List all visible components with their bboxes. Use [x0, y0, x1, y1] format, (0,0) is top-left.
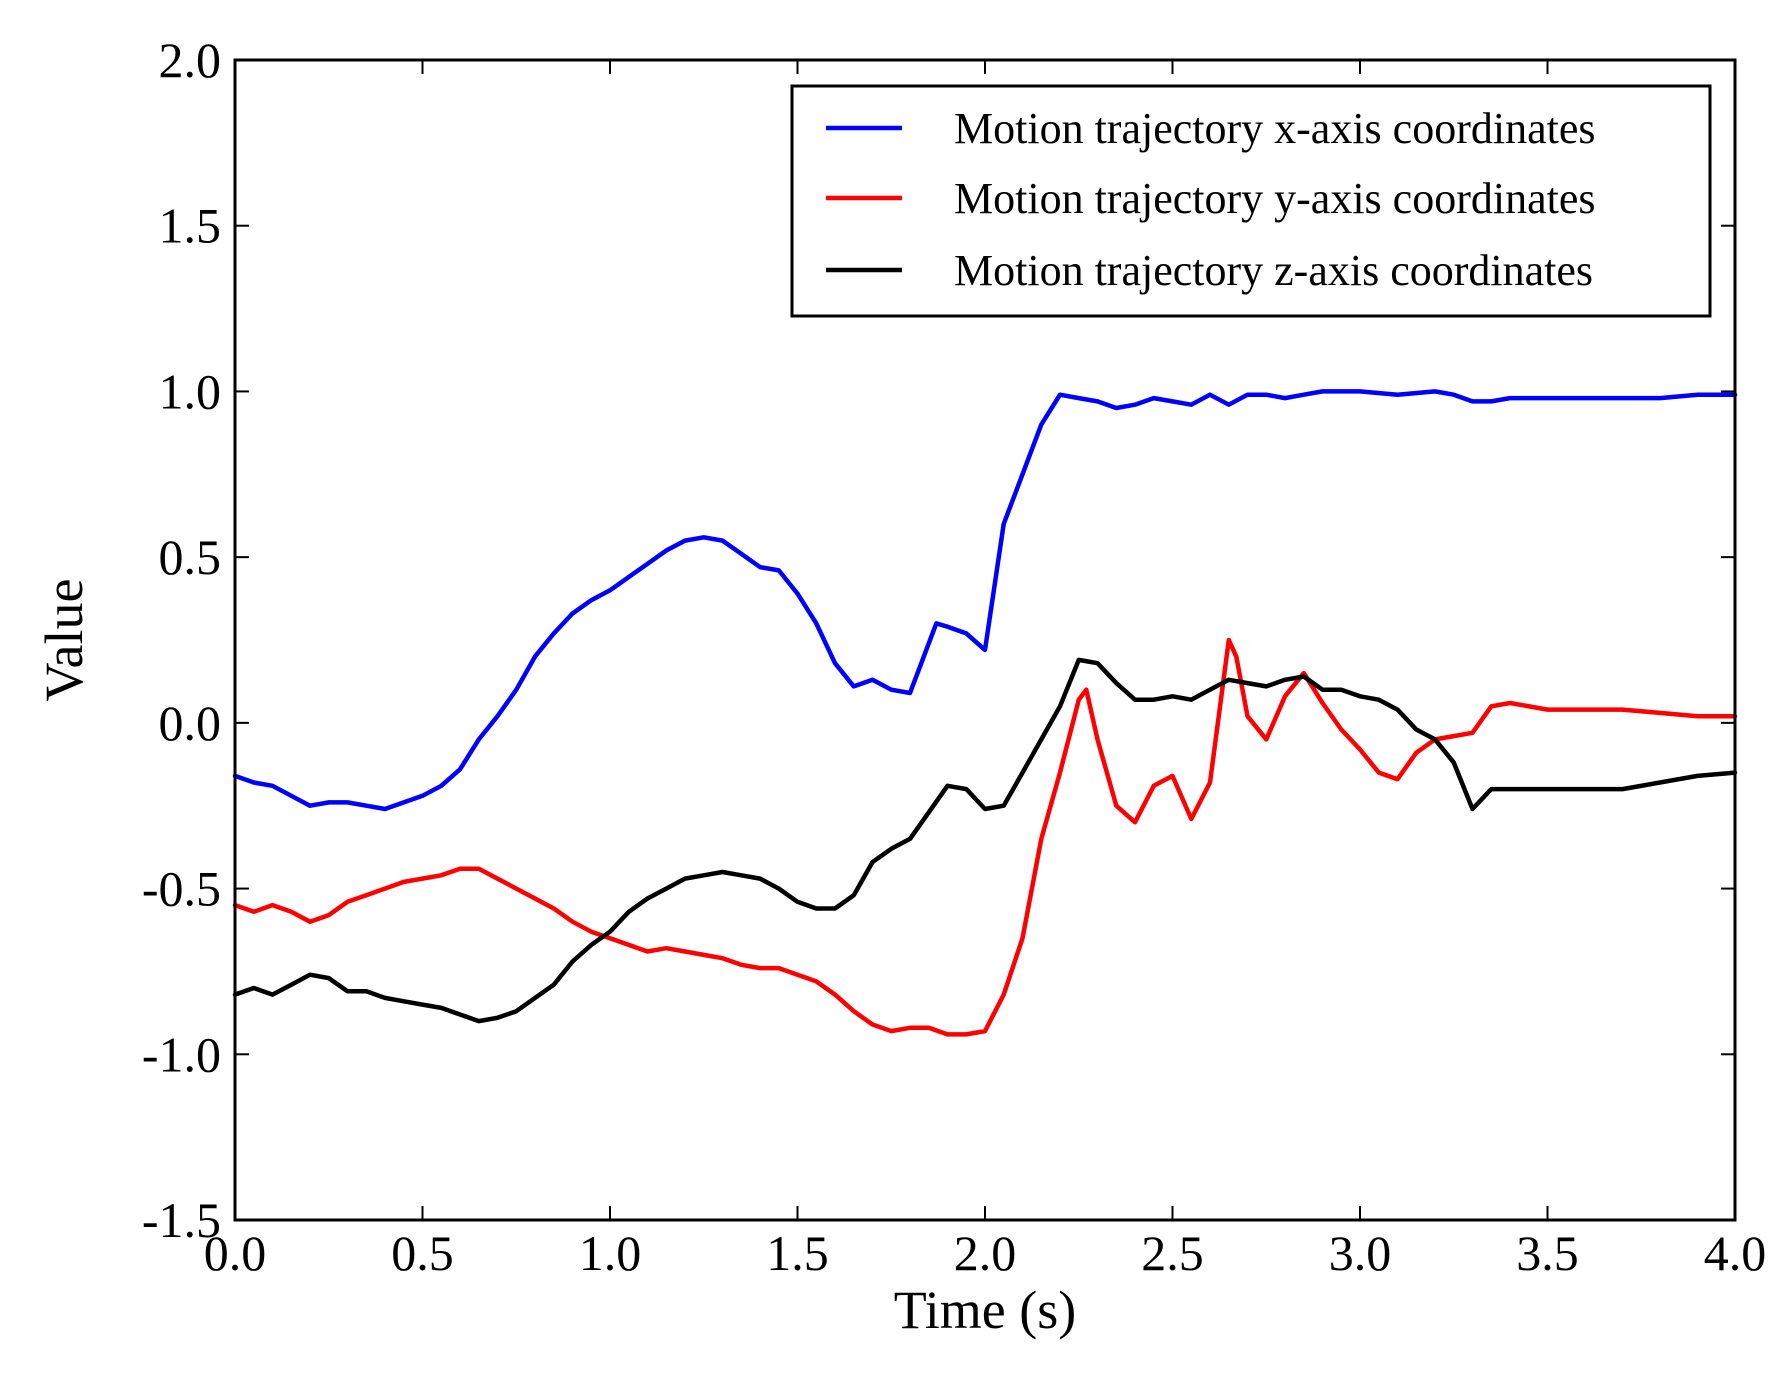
x-tick-label: 3.5	[1516, 1225, 1579, 1281]
tick-labels-layer: 0.0 0.5 1.0 1.5 2.0 2.5 3.0 3.5 4.0 -1.5 -1.0 -0.5 0…	[142, 32, 1766, 1281]
y-tick-label: 0.0	[159, 695, 222, 751]
x-tick-label: 0.0	[204, 1225, 267, 1281]
y-tick-label: -1.5	[142, 1192, 221, 1248]
series-layer	[232, 389, 1738, 1037]
legend-label-z: Motion trajectory z-axis coordinates	[954, 246, 1593, 295]
x-tick-label: 4.0	[1704, 1225, 1767, 1281]
legend: Motion trajectory x-axis coordinates Mot…	[790, 84, 1712, 318]
y-tick-label: -1.0	[142, 1026, 221, 1082]
series-line-y	[232, 637, 1738, 1037]
y-tick-label: 0.5	[159, 529, 222, 585]
legend-label-y: Motion trajectory y-axis coordinates	[954, 174, 1595, 223]
x-tick-label: 2.0	[954, 1225, 1017, 1281]
y-tick-label: 1.5	[159, 198, 222, 254]
y-axis-label: Value	[34, 579, 94, 702]
x-tick-label: 1.0	[579, 1225, 642, 1281]
y-tick-label: 2.0	[159, 32, 222, 88]
series-line-z	[232, 657, 1738, 1024]
ticks-layer	[234, 59, 1736, 1221]
y-tick-label: 1.0	[159, 363, 222, 419]
y-tick-label: -0.5	[142, 861, 221, 917]
legend-frame	[790, 84, 1712, 318]
x-tick-label: 1.5	[766, 1225, 829, 1281]
x-tick-label: 0.5	[391, 1225, 454, 1281]
x-tick-label: 2.5	[1141, 1225, 1204, 1281]
series-line-x	[232, 389, 1738, 812]
x-axis-label: Time (s)	[894, 1280, 1077, 1340]
x-tick-label: 3.0	[1329, 1225, 1392, 1281]
legend-label-x: Motion trajectory x-axis coordinates	[954, 104, 1595, 153]
